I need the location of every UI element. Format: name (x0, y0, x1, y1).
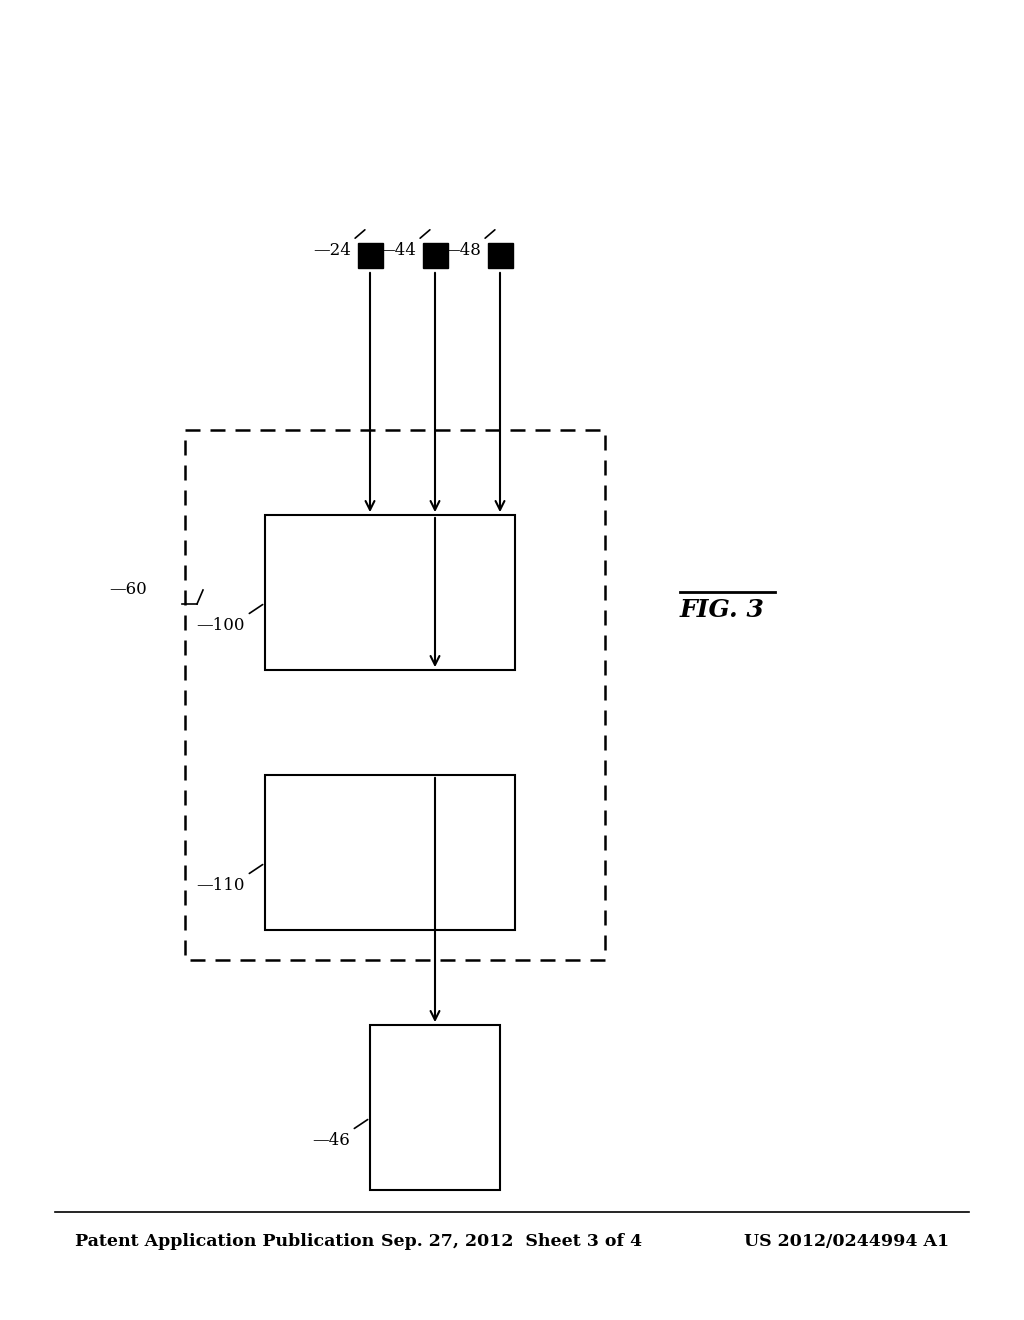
Text: US 2012/0244994 A1: US 2012/0244994 A1 (743, 1233, 949, 1250)
Text: Sep. 27, 2012  Sheet 3 of 4: Sep. 27, 2012 Sheet 3 of 4 (381, 1233, 643, 1250)
Text: —110: —110 (197, 876, 245, 894)
Bar (487, 243, 512, 268)
Text: —48: —48 (443, 242, 481, 259)
Text: —44: —44 (378, 242, 416, 259)
Bar (265, 515, 515, 671)
Bar (370, 1026, 500, 1191)
Bar (265, 775, 515, 931)
Text: —100: —100 (197, 616, 245, 634)
Text: —24: —24 (313, 242, 351, 259)
Text: FIG. 3: FIG. 3 (680, 598, 765, 622)
Text: Patent Application Publication: Patent Application Publication (75, 1233, 374, 1250)
Bar (185, 430, 605, 960)
Bar (357, 243, 383, 268)
Text: —46: —46 (312, 1133, 350, 1148)
Text: —60: —60 (110, 582, 147, 598)
Bar (423, 243, 447, 268)
